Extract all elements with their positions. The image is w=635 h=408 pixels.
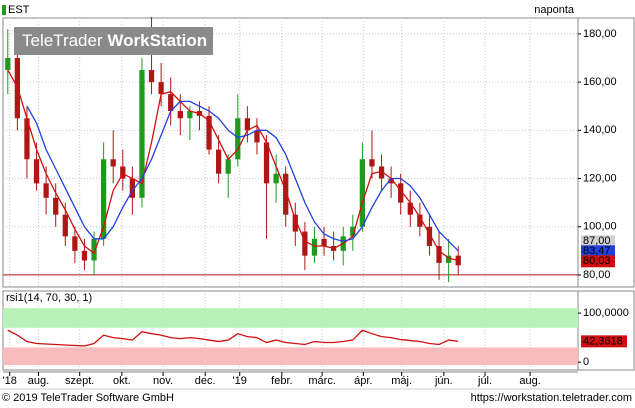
candle-body — [62, 214, 68, 237]
legend-swatch — [2, 5, 6, 15]
candle-body — [129, 178, 136, 198]
moving-average — [7, 69, 459, 262]
x-tick-label: dec. — [195, 375, 216, 387]
candle-body — [359, 159, 366, 227]
x-tick-label: aug. — [519, 375, 540, 387]
x-tick-label: febr. — [271, 375, 292, 387]
candle-body — [139, 70, 145, 198]
candle-body — [398, 183, 404, 203]
candle-body — [235, 118, 241, 160]
panel-title: rsi1(14, 70, 30, 1) — [6, 292, 92, 304]
price-tag — [581, 245, 615, 258]
candle-body — [263, 142, 270, 184]
y-tick-label: 160,00 — [583, 76, 617, 88]
candle-body — [388, 178, 394, 184]
candle-body — [407, 202, 413, 215]
candle-body — [273, 173, 279, 184]
price-tag — [581, 235, 615, 248]
x-tick-label: júl. — [477, 375, 492, 387]
candle-body — [158, 82, 164, 95]
candle-body — [311, 238, 318, 256]
candle-body — [436, 246, 442, 263]
candle-body — [33, 159, 40, 184]
candle-body — [426, 226, 433, 247]
candle-body — [91, 238, 97, 261]
interval-label: naponta — [534, 4, 575, 16]
watermark: TeleTrader WorkStation — [14, 27, 213, 55]
rsi-band — [3, 308, 578, 328]
candle-body — [148, 70, 155, 83]
y-tick-label: 180,00 — [583, 28, 617, 40]
y-tick-label: 100,0000 — [583, 307, 629, 319]
footer-left: © 2019 TeleTrader Software GmbH — [2, 392, 174, 404]
candle-body — [321, 238, 327, 247]
candle-body — [72, 236, 78, 251]
candle-body — [225, 159, 231, 174]
price-tag-label: 87,00 — [583, 235, 611, 247]
candle-body — [53, 197, 59, 215]
value-tag — [581, 335, 627, 348]
x-tick-label: '19 — [233, 375, 247, 387]
candle-body — [292, 214, 298, 232]
candle-body — [24, 118, 30, 160]
watermark-part: TeleTrader — [22, 31, 103, 50]
candle-body — [283, 173, 289, 215]
x-tick-label: szept. — [65, 375, 94, 387]
y-tick-label: 80,00 — [583, 269, 611, 281]
rsi-band — [3, 347, 578, 366]
footer-right: https://workstation.teletrader.com — [471, 392, 632, 404]
y-tick-label: 140,00 — [583, 124, 617, 136]
price-tag-label: 80,03 — [583, 255, 611, 267]
candle-body — [417, 214, 423, 227]
candle-body — [177, 111, 183, 119]
plot-frame — [2, 17, 579, 288]
x-tick-label: nov. — [153, 375, 173, 387]
x-tick-label: ápr. — [354, 375, 372, 387]
candle-body — [100, 159, 107, 239]
y-tick-label: 0 — [583, 356, 589, 368]
moving-average — [26, 100, 459, 252]
candle-body — [187, 111, 193, 119]
candle-body — [254, 130, 260, 143]
x-tick-label: máj. — [391, 375, 412, 387]
x-tick-label: márc. — [308, 375, 336, 387]
price-tag — [581, 255, 615, 268]
value-tag-label: 42,3618 — [583, 335, 623, 347]
watermark-part: WorkStation — [107, 31, 207, 50]
candle-body — [302, 231, 308, 256]
y-tick-label: 100,00 — [583, 221, 617, 233]
candle-body — [168, 94, 174, 112]
candle-body — [244, 118, 251, 131]
candle-body — [369, 159, 375, 167]
watermark-text: TeleTrader WorkStation — [22, 31, 207, 50]
x-tick-label: okt. — [113, 375, 131, 387]
candle-body — [81, 250, 88, 261]
candle-body — [215, 149, 222, 174]
x-tick-label: '18 — [3, 375, 17, 387]
rsi-line — [7, 329, 459, 347]
candle-body — [350, 226, 356, 237]
candle-body — [5, 58, 11, 71]
price-tag-label: 83,47 — [583, 245, 611, 257]
axis-panel — [577, 290, 635, 371]
x-tick-label: aug. — [28, 375, 49, 387]
candle-body — [43, 183, 49, 198]
candle-body — [378, 166, 385, 179]
candle-body — [110, 159, 116, 167]
candle-body — [445, 255, 452, 263]
candle-body — [206, 115, 212, 150]
candle-body — [120, 166, 126, 179]
y-tick-label: 120,00 — [583, 172, 617, 184]
watermark-box — [14, 27, 213, 55]
legend-label: EST — [8, 4, 30, 16]
x-tick-label: jún. — [434, 375, 453, 387]
